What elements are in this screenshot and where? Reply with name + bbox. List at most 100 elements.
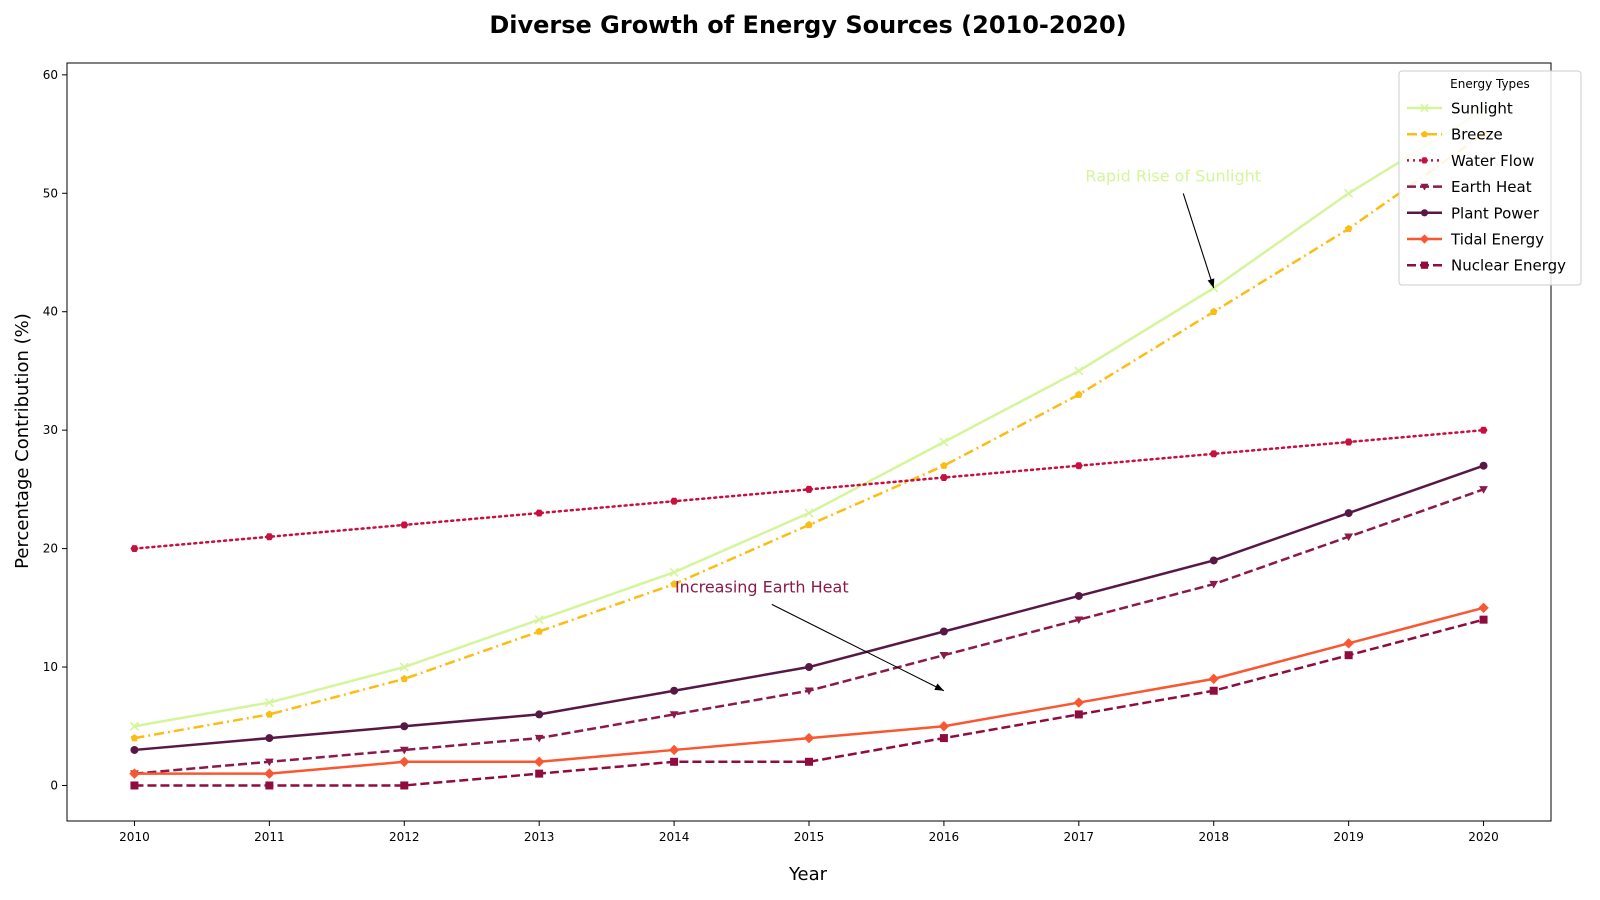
data-point xyxy=(264,758,274,767)
data-point xyxy=(668,744,680,756)
data-point xyxy=(1344,533,1354,542)
data-point xyxy=(130,545,139,553)
data-point xyxy=(264,697,274,708)
y-tick-label: 40 xyxy=(43,305,58,319)
data-point xyxy=(1074,710,1083,719)
data-point xyxy=(1209,686,1218,695)
data-point xyxy=(533,756,545,767)
legend-swatch-marker xyxy=(1421,130,1428,138)
data-point xyxy=(939,474,948,481)
data-point xyxy=(265,781,274,790)
data-point xyxy=(265,734,274,743)
data-point xyxy=(129,768,140,779)
annotation-arrowhead xyxy=(1207,278,1215,289)
x-tick-label: 2014 xyxy=(659,830,690,844)
series-nuclear-energy xyxy=(130,615,1488,790)
data-point xyxy=(805,757,813,766)
data-point xyxy=(400,674,409,683)
data-point xyxy=(1478,602,1489,614)
data-point xyxy=(669,711,679,719)
data-point xyxy=(1074,366,1084,376)
data-point xyxy=(939,437,949,447)
legend-label: Earth Heat xyxy=(1451,178,1532,196)
data-point xyxy=(1209,307,1218,315)
data-point xyxy=(805,663,813,672)
data-point xyxy=(1209,556,1218,565)
data-point xyxy=(803,732,815,744)
y-tick-label: 50 xyxy=(43,186,58,200)
data-point xyxy=(1344,651,1353,660)
data-point xyxy=(669,567,679,577)
annotation-arrowhead xyxy=(934,683,944,691)
legend-label: Nuclear Energy xyxy=(1451,257,1566,275)
legend-swatch-marker xyxy=(1420,261,1429,269)
x-tick-label: 2013 xyxy=(524,830,555,844)
legend-title: Energy Types xyxy=(1450,77,1530,91)
data-point xyxy=(804,508,814,518)
data-point xyxy=(130,745,139,754)
data-point xyxy=(1074,462,1083,470)
y-tick-label: 0 xyxy=(50,778,58,792)
data-point xyxy=(1075,390,1083,398)
series-plant-power xyxy=(130,461,1488,754)
series-water-flow xyxy=(130,426,1488,553)
data-point xyxy=(1074,591,1083,600)
x-tick-label: 2018 xyxy=(1198,830,1229,844)
legend-swatch-marker xyxy=(1419,234,1430,244)
data-point xyxy=(130,734,139,742)
data-point xyxy=(1208,673,1219,685)
legend-label: Breeze xyxy=(1451,126,1503,144)
data-point xyxy=(670,497,679,505)
data-point xyxy=(129,721,140,731)
x-tick-label: 2020 xyxy=(1468,830,1499,844)
data-point xyxy=(265,533,274,541)
legend-label: Plant Power xyxy=(1451,204,1540,222)
data-point xyxy=(1209,580,1219,589)
data-point xyxy=(1344,509,1353,518)
x-tick-label: 2015 xyxy=(794,830,825,844)
axes-frame xyxy=(66,62,1552,822)
data-point xyxy=(1344,188,1354,198)
data-point xyxy=(400,521,409,529)
data-point xyxy=(670,757,679,766)
data-point xyxy=(399,756,410,767)
legend-swatch-marker xyxy=(1420,209,1429,217)
annotation: Increasing Earth Heat xyxy=(675,577,945,692)
data-point xyxy=(534,734,544,743)
legend-label: Sunlight xyxy=(1451,100,1513,118)
x-tick-label: 2012 xyxy=(389,830,420,844)
annotation-text: Increasing Earth Heat xyxy=(675,577,849,596)
data-point xyxy=(940,461,948,469)
data-point xyxy=(1479,461,1488,470)
data-point xyxy=(130,781,139,790)
data-point xyxy=(399,746,409,755)
data-point xyxy=(804,687,814,696)
x-tick-label: 2017 xyxy=(1064,830,1095,844)
x-tick-label: 2010 xyxy=(119,830,150,844)
x-axis-label: Year xyxy=(788,864,828,885)
data-point xyxy=(939,734,948,743)
legend-item-nuclear-energy: Nuclear Energy xyxy=(1407,257,1566,275)
legend-item-water-flow: Water Flow xyxy=(1407,152,1534,170)
data-point xyxy=(1209,283,1219,293)
data-point xyxy=(1479,615,1488,624)
legend-item-breeze: Breeze xyxy=(1407,126,1503,144)
data-point xyxy=(1479,426,1488,434)
legend-item-plant-power: Plant Power xyxy=(1407,204,1540,222)
data-point xyxy=(535,769,544,778)
data-point xyxy=(264,768,275,779)
data-point xyxy=(400,722,409,731)
annotation-arrow xyxy=(1182,193,1215,289)
annotation-text: Rapid Rise of Sunlight xyxy=(1085,166,1261,185)
data-point xyxy=(670,686,679,695)
data-point xyxy=(670,580,678,588)
data-point xyxy=(939,651,949,660)
data-point xyxy=(1344,438,1353,446)
data-point xyxy=(400,781,409,790)
data-point xyxy=(1073,697,1085,708)
data-point xyxy=(265,710,274,718)
y-tick-label: 60 xyxy=(43,68,58,82)
data-point xyxy=(1343,638,1354,649)
